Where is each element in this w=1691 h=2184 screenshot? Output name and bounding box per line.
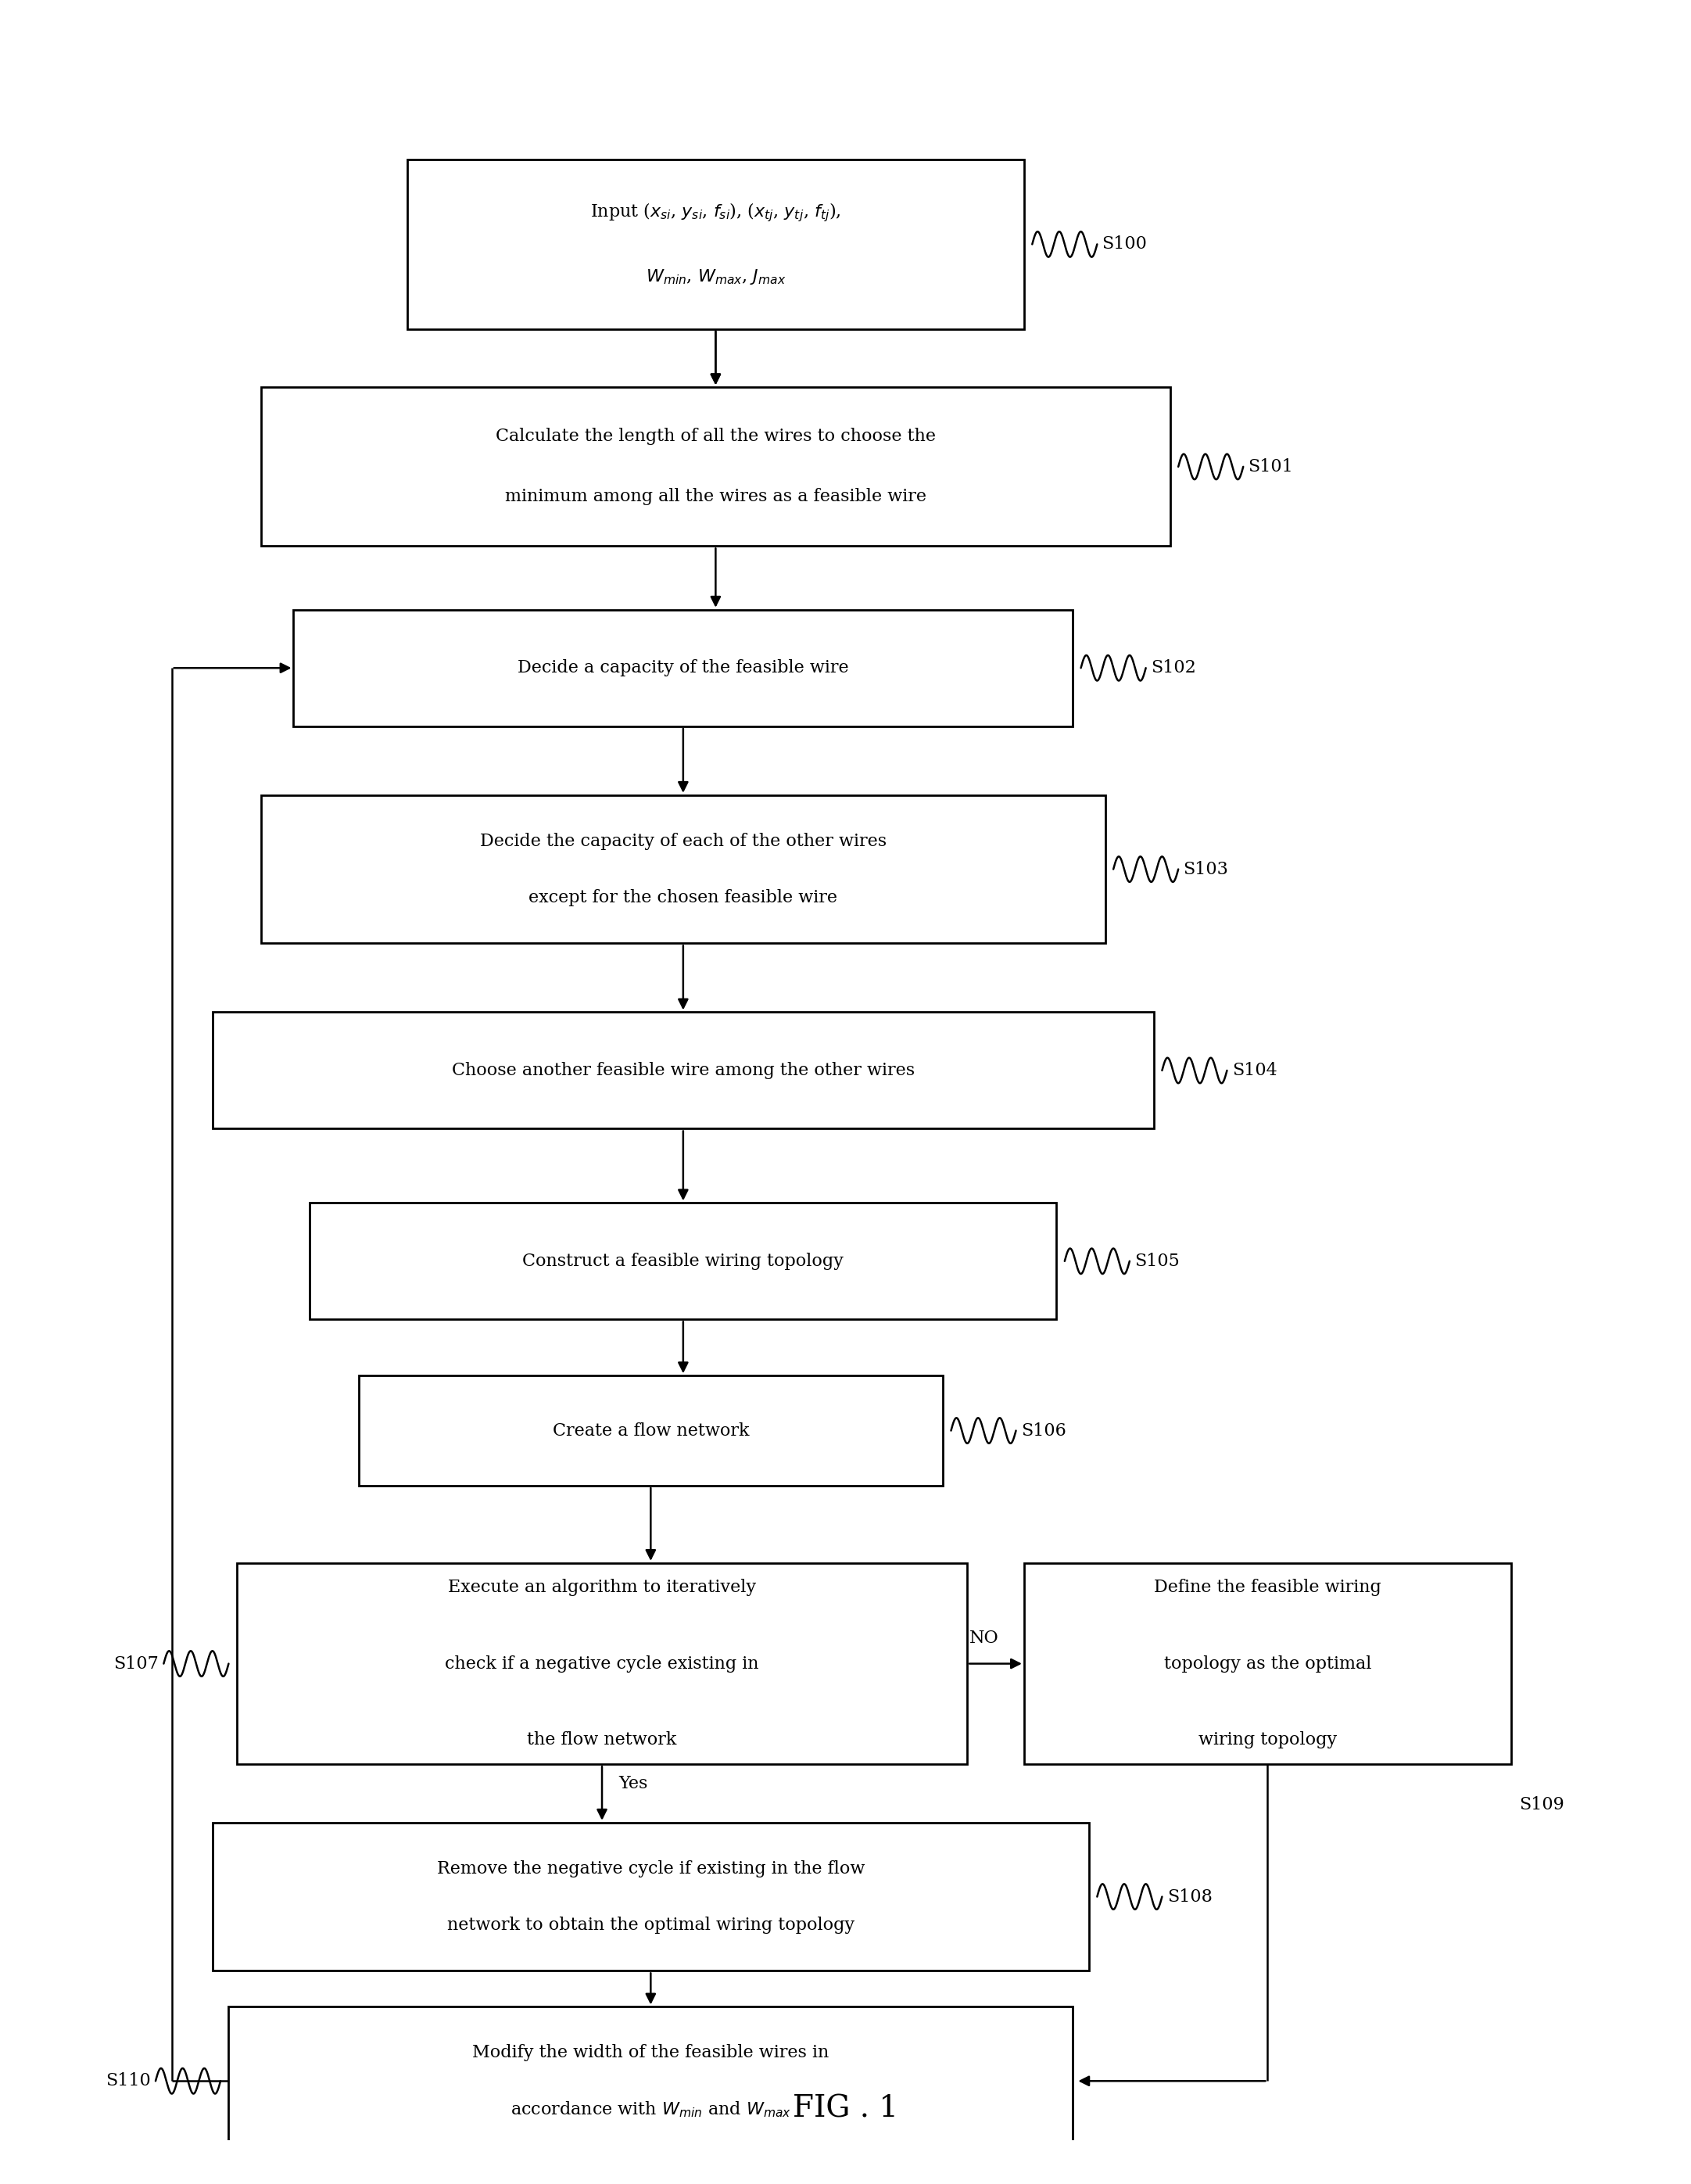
Bar xyxy=(408,159,1025,330)
Text: accordance with $W_{min}$ and $W_{max}$: accordance with $W_{min}$ and $W_{max}$ xyxy=(511,2099,791,2118)
Text: minimum among all the wires as a feasible wire: minimum among all the wires as a feasibl… xyxy=(506,489,927,505)
Text: S106: S106 xyxy=(1021,1422,1065,1439)
Text: Decide the capacity of each of the other wires: Decide the capacity of each of the other… xyxy=(480,832,886,850)
Text: $W_{min}$, $W_{max}$, $J_{max}$: $W_{min}$, $W_{max}$, $J_{max}$ xyxy=(646,266,786,286)
Text: wiring topology: wiring topology xyxy=(1199,1732,1338,1749)
Text: except for the chosen feasible wire: except for the chosen feasible wire xyxy=(529,889,837,906)
Bar xyxy=(309,1203,1057,1319)
Bar xyxy=(358,1376,944,1485)
Bar xyxy=(213,1821,1089,1970)
Text: S107: S107 xyxy=(113,1655,159,1673)
Text: Execute an algorithm to iteratively: Execute an algorithm to iteratively xyxy=(448,1579,756,1597)
Text: Calculate the length of all the wires to choose the: Calculate the length of all the wires to… xyxy=(495,428,935,446)
Bar xyxy=(1025,1564,1512,1765)
Text: S100: S100 xyxy=(1103,236,1146,253)
Bar xyxy=(294,609,1072,727)
Text: NO: NO xyxy=(969,1629,999,1647)
Text: Create a flow network: Create a flow network xyxy=(553,1422,749,1439)
Text: S110: S110 xyxy=(105,2073,150,2090)
Text: Define the feasible wiring: Define the feasible wiring xyxy=(1153,1579,1382,1597)
Text: topology as the optimal: topology as the optimal xyxy=(1163,1655,1371,1673)
Bar xyxy=(228,2007,1072,2156)
Text: Remove the negative cycle if existing in the flow: Remove the negative cycle if existing in… xyxy=(436,1861,864,1876)
Text: Input ($x_{si}$, $y_{si}$, $f_{si}$), ($x_{tj}$, $y_{tj}$, $f_{tj}$),: Input ($x_{si}$, $y_{si}$, $f_{si}$), ($… xyxy=(590,201,840,223)
Text: S105: S105 xyxy=(1135,1254,1180,1269)
Text: S102: S102 xyxy=(1150,660,1196,677)
Text: S108: S108 xyxy=(1167,1889,1212,1904)
Text: S104: S104 xyxy=(1231,1061,1277,1079)
Bar xyxy=(260,387,1170,546)
Text: Decide a capacity of the feasible wire: Decide a capacity of the feasible wire xyxy=(517,660,849,677)
Bar xyxy=(213,1011,1153,1129)
Text: Modify the width of the feasible wires in: Modify the width of the feasible wires i… xyxy=(472,2044,829,2062)
Text: S109: S109 xyxy=(1519,1795,1564,1813)
Text: S103: S103 xyxy=(1184,860,1228,878)
Bar xyxy=(237,1564,967,1765)
Bar xyxy=(260,795,1106,943)
Text: FIG . 1: FIG . 1 xyxy=(793,2094,898,2123)
Text: check if a negative cycle existing in: check if a negative cycle existing in xyxy=(445,1655,759,1673)
Text: Choose another feasible wire among the other wires: Choose another feasible wire among the o… xyxy=(451,1061,915,1079)
Text: Yes: Yes xyxy=(619,1776,648,1793)
Text: Construct a feasible wiring topology: Construct a feasible wiring topology xyxy=(523,1254,844,1269)
Text: the flow network: the flow network xyxy=(528,1732,676,1749)
Text: S101: S101 xyxy=(1248,459,1294,476)
Text: network to obtain the optimal wiring topology: network to obtain the optimal wiring top… xyxy=(446,1915,854,1933)
